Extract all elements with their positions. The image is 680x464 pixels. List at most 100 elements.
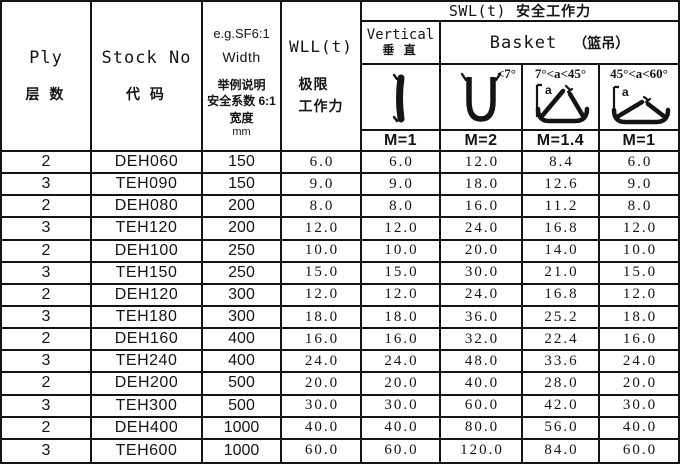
wll-cell: 15.0	[282, 262, 362, 285]
swl-vertical-cell: 40.0	[362, 417, 441, 440]
swl-basket-m1-cell: 8.0	[600, 196, 678, 219]
width-cell: 400	[203, 351, 282, 374]
stock-no-cell: DEH080	[92, 196, 203, 219]
swl-vertical-cell: 9.0	[362, 174, 441, 197]
ply-cell: 3	[2, 439, 92, 462]
col-header-ply: Ply 层 数	[2, 2, 92, 152]
swl-vertical-cell: 12.0	[362, 218, 441, 241]
swl-basket-m2-cell: 24.0	[441, 284, 523, 307]
col-header-basket: Basket （篮吊）	[441, 22, 678, 65]
swl-basket-m1-cell: 16.0	[600, 329, 678, 352]
swl-vertical-cell: 15.0	[362, 262, 441, 285]
swl-basket-m1-4-cell: 33.6	[523, 351, 600, 374]
swl-vertical-cell: 10.0	[362, 240, 441, 263]
swl-basket-m1-4-cell: 11.2	[523, 196, 600, 219]
swl-basket-m1-cell: 24.0	[600, 351, 678, 374]
swl-vertical-cell: 30.0	[362, 395, 441, 418]
ply-cell: 2	[2, 196, 92, 219]
basket-angle-wide-label: 45°<a<60°	[610, 66, 668, 81]
m-factor-vertical: M=1	[362, 131, 441, 152]
swl-vertical-cell: 18.0	[362, 306, 441, 330]
swl-basket-m1-cell: 10.0	[600, 240, 678, 263]
col-header-swl: SWL(t) 安全工作力	[362, 2, 678, 22]
width-label-zh: 宽度	[229, 111, 254, 126]
swl-basket-m1-4-cell: 28.0	[523, 373, 600, 396]
wll-label-zh1: 极限	[298, 75, 329, 92]
wll-cell: 16.0	[282, 329, 362, 352]
width-unit-label: mm	[232, 125, 251, 138]
safety-factor-label-zh: 安全系数 6:1	[207, 94, 276, 109]
diagram-basket-7-45: 7°<a<45° a	[523, 65, 600, 131]
swl-basket-m1-4-cell: 25.2	[523, 306, 600, 330]
swl-vertical-cell: 60.0	[362, 439, 441, 462]
swl-basket-m2-cell: 20.0	[441, 240, 523, 263]
swl-basket-m2-cell: 32.0	[441, 329, 523, 352]
swl-basket-m1-cell: 18.0	[600, 306, 678, 330]
col-header-wll: WLL(t) 极限 工作力	[282, 2, 362, 152]
swl-basket-m1-4-cell: 8.4	[523, 152, 600, 175]
wll-cell: 18.0	[282, 306, 362, 330]
width-cell: 200	[203, 196, 282, 219]
swl-basket-m2-cell: 80.0	[441, 417, 523, 440]
ply-label-zh: 层 数	[25, 86, 67, 102]
ply-cell: 3	[2, 351, 92, 374]
stock-no-cell: DEH120	[92, 284, 203, 307]
swl-basket-m1-cell: 12.0	[600, 218, 678, 241]
swl-basket-m1-4-cell: 42.0	[523, 395, 600, 418]
swl-basket-m1-4-cell: 14.0	[523, 240, 600, 263]
stock-no-cell: DEH160	[92, 329, 203, 352]
angle-var-a: a	[545, 83, 552, 97]
swl-basket-m2-cell: 16.0	[441, 196, 523, 219]
swl-basket-m1-4-cell: 84.0	[523, 439, 600, 462]
stock-no-cell: TEH600	[92, 439, 203, 462]
width-label-en: Width	[222, 49, 261, 66]
wll-cell: 6.0	[282, 152, 362, 175]
wll-cell: 40.0	[282, 417, 362, 440]
basket-angle-45-60-icon: a	[603, 78, 675, 125]
vertical-sling-icon	[375, 71, 427, 125]
wll-cell: 24.0	[282, 351, 362, 374]
ply-cell: 2	[2, 329, 92, 352]
swl-basket-m1-cell: 12.0	[600, 284, 678, 307]
wll-cell: 12.0	[282, 218, 362, 241]
basket-label-en: Basket	[489, 32, 558, 53]
stock-no-cell: DEH100	[92, 240, 203, 263]
swl-vertical-cell: 8.0	[362, 196, 441, 219]
m-factor-basket-wide: M=1	[600, 131, 678, 152]
diagram-basket-hitch: <7°	[441, 65, 523, 131]
basket-angle-mid-label: 7°<a<45°	[534, 66, 587, 81]
width-cell: 500	[203, 373, 282, 396]
swl-vertical-cell: 12.0	[362, 284, 441, 307]
width-example-label-zh: 举例说明	[217, 77, 266, 92]
swl-basket-m1-cell: 15.0	[600, 262, 678, 285]
width-cell: 500	[203, 395, 282, 418]
stock-no-cell: TEH300	[92, 395, 203, 418]
col-header-vertical: Vertical 垂 直	[362, 22, 441, 65]
ply-cell: 3	[2, 174, 92, 197]
swl-basket-m1-cell: 30.0	[600, 395, 678, 418]
swl-basket-m1-4-cell: 12.6	[523, 174, 600, 197]
diagram-vertical-hitch	[362, 65, 441, 131]
stock-no-cell: DEH200	[92, 373, 203, 396]
swl-basket-m1-cell: 60.0	[600, 439, 678, 462]
wll-cell: 60.0	[282, 439, 362, 462]
swl-basket-m1-cell: 20.0	[600, 373, 678, 396]
stock-no-cell: TEH120	[92, 218, 203, 241]
width-cell: 400	[203, 329, 282, 352]
ply-cell: 3	[2, 306, 92, 330]
swl-vertical-cell: 20.0	[362, 373, 441, 396]
ply-cell: 2	[2, 240, 92, 263]
stock-no-label-en: Stock No	[101, 48, 192, 68]
wll-label-en: WLL(t)	[289, 36, 353, 56]
ply-cell: 3	[2, 262, 92, 285]
table-body: 2 DEH060 150 6.0 6.0 12.0 8.4 6.0 3 TEH090 150 9.0 9…	[2, 152, 678, 462]
swl-basket-m1-4-cell: 56.0	[523, 417, 600, 440]
width-cell: 1000	[203, 439, 282, 462]
swl-vertical-cell: 6.0	[362, 152, 441, 175]
width-cell: 150	[203, 174, 282, 197]
swl-basket-m2-cell: 120.0	[441, 439, 523, 462]
stock-no-cell: TEH180	[92, 306, 203, 330]
stock-no-label-zh: 代 码	[126, 86, 167, 102]
col-header-stock-no: Stock No 代 码	[92, 2, 203, 152]
